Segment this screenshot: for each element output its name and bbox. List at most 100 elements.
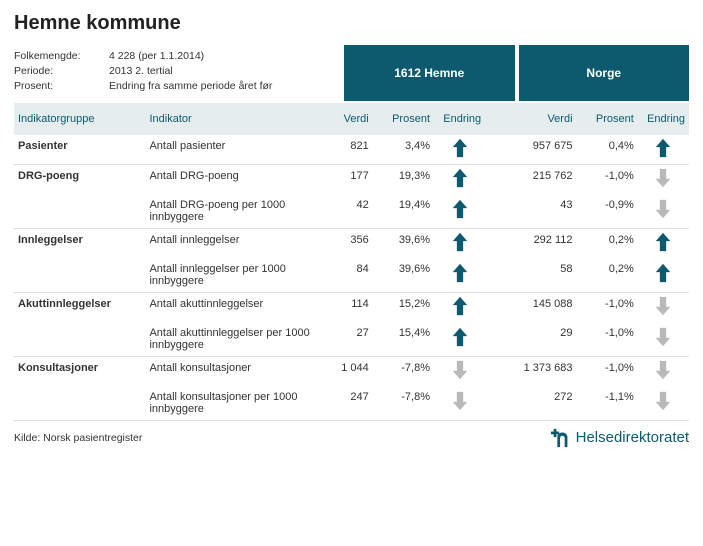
col-value-local: Verdi xyxy=(317,103,373,135)
table-row: InnleggelserAntall innleggelser35639,6% 2… xyxy=(14,228,689,258)
cell-national-value: 29 xyxy=(501,322,577,357)
arrow-up-icon xyxy=(434,258,485,293)
table-row: Antall DRG-poeng per 1000 innbyggere4219… xyxy=(14,194,689,229)
footer: Kilde: Norsk pasientregister Helsedirekt… xyxy=(14,427,689,449)
cell-national-percent: -1,0% xyxy=(577,322,638,357)
cell-local-percent: -7,8% xyxy=(373,386,434,421)
cell-national-percent: 0,2% xyxy=(577,228,638,258)
meta-prosent-value: Endring fra samme periode året før xyxy=(109,79,344,94)
report-container: { "title": "Hemne kommune", "meta": { "f… xyxy=(0,0,703,457)
cell-local-value: 821 xyxy=(317,135,373,165)
cell-group xyxy=(14,258,145,293)
arrow-down-icon xyxy=(638,194,689,229)
cell-indicator: Antall konsultasjoner xyxy=(145,356,317,386)
cell-local-percent: 3,4% xyxy=(373,135,434,165)
cell-local-value: 114 xyxy=(317,292,373,322)
cell-group: Konsultasjoner xyxy=(14,356,145,386)
arrow-up-icon xyxy=(434,228,485,258)
cell-local-value: 177 xyxy=(317,164,373,194)
cell-national-value: 145 088 xyxy=(501,292,577,322)
source-text: Kilde: Norsk pasientregister xyxy=(14,432,142,444)
cell-gap xyxy=(485,322,501,357)
cell-national-percent: 0,4% xyxy=(577,135,638,165)
cell-national-value: 215 762 xyxy=(501,164,577,194)
arrow-up-icon xyxy=(434,322,485,357)
cell-local-value: 42 xyxy=(317,194,373,229)
table-row: PasienterAntall pasienter8213,4%957 6750… xyxy=(14,135,689,165)
cell-indicator: Antall akuttinnleggelser per 1000 innbyg… xyxy=(145,322,317,357)
logo-text: Helsedirektoratet xyxy=(576,429,689,446)
arrow-up-icon xyxy=(638,258,689,293)
page-title: Hemne kommune xyxy=(14,12,689,35)
arrow-down-icon xyxy=(434,356,485,386)
region-header-local: 1612 Hemne xyxy=(344,45,515,101)
meta-left: Folkemengde: 4 228 (per 1.1.2014) Period… xyxy=(14,45,344,101)
logo: Helsedirektoratet xyxy=(550,427,689,449)
cell-local-value: 1 044 xyxy=(317,356,373,386)
cell-gap xyxy=(485,292,501,322)
meta-folkemengde-label: Folkemengde: xyxy=(14,49,109,64)
cell-local-percent: -7,8% xyxy=(373,356,434,386)
cell-gap xyxy=(485,135,501,165)
cell-gap xyxy=(485,356,501,386)
table-row: Antall konsultasjoner per 1000 innbygger… xyxy=(14,386,689,421)
arrow-down-icon xyxy=(638,386,689,421)
cell-gap xyxy=(485,258,501,293)
cell-local-value: 356 xyxy=(317,228,373,258)
arrow-down-icon xyxy=(638,292,689,322)
cell-indicator: Antall innleggelser per 1000 innbyggere xyxy=(145,258,317,293)
cell-national-value: 58 xyxy=(501,258,577,293)
cell-local-percent: 39,6% xyxy=(373,258,434,293)
table-row: DRG-poengAntall DRG-poeng17719,3%215 762… xyxy=(14,164,689,194)
cell-national-value: 272 xyxy=(501,386,577,421)
arrow-up-icon xyxy=(638,228,689,258)
arrow-up-icon xyxy=(434,135,485,165)
cell-gap xyxy=(485,194,501,229)
cell-group: DRG-poeng xyxy=(14,164,145,194)
cell-indicator: Antall akuttinnleggelser xyxy=(145,292,317,322)
col-change-local: Endring xyxy=(434,103,485,135)
cell-indicator: Antall pasienter xyxy=(145,135,317,165)
arrow-up-icon xyxy=(434,292,485,322)
indicator-table: Indikatorgruppe Indikator Verdi Prosent … xyxy=(14,103,689,421)
arrow-up-icon xyxy=(434,194,485,229)
col-value-national: Verdi xyxy=(501,103,577,135)
col-percent-local: Prosent xyxy=(373,103,434,135)
col-percent-national: Prosent xyxy=(577,103,638,135)
cell-local-value: 247 xyxy=(317,386,373,421)
cell-gap xyxy=(485,164,501,194)
cell-local-percent: 19,3% xyxy=(373,164,434,194)
region-header-national: Norge xyxy=(519,45,690,101)
meta-folkemengde-value: 4 228 (per 1.1.2014) xyxy=(109,49,344,64)
cell-national-percent: -1,0% xyxy=(577,292,638,322)
arrow-down-icon xyxy=(638,164,689,194)
logo-icon xyxy=(550,427,572,449)
cell-national-value: 957 675 xyxy=(501,135,577,165)
table-body: PasienterAntall pasienter8213,4%957 6750… xyxy=(14,135,689,421)
cell-local-percent: 15,2% xyxy=(373,292,434,322)
cell-local-percent: 39,6% xyxy=(373,228,434,258)
cell-indicator: Antall DRG-poeng per 1000 innbyggere xyxy=(145,194,317,229)
meta-periode-label: Periode: xyxy=(14,64,109,79)
region-headers: 1612 Hemne Norge xyxy=(344,45,689,101)
arrow-up-icon xyxy=(434,164,485,194)
table-row: Antall innleggelser per 1000 innbyggere8… xyxy=(14,258,689,293)
cell-indicator: Antall innleggelser xyxy=(145,228,317,258)
cell-national-percent: -1,1% xyxy=(577,386,638,421)
cell-national-value: 292 112 xyxy=(501,228,577,258)
cell-local-percent: 19,4% xyxy=(373,194,434,229)
column-header-row: Indikatorgruppe Indikator Verdi Prosent … xyxy=(14,103,689,135)
meta-periode-value: 2013 2. tertial xyxy=(109,64,344,79)
col-gap xyxy=(485,103,501,135)
meta-header: Folkemengde: 4 228 (per 1.1.2014) Period… xyxy=(14,45,689,101)
table-row: Antall akuttinnleggelser per 1000 innbyg… xyxy=(14,322,689,357)
arrow-down-icon xyxy=(638,322,689,357)
cell-gap xyxy=(485,386,501,421)
cell-national-percent: -1,0% xyxy=(577,164,638,194)
arrow-up-icon xyxy=(638,135,689,165)
cell-national-value: 43 xyxy=(501,194,577,229)
cell-group: Innleggelser xyxy=(14,228,145,258)
cell-national-value: 1 373 683 xyxy=(501,356,577,386)
cell-national-percent: 0,2% xyxy=(577,258,638,293)
cell-group xyxy=(14,194,145,229)
